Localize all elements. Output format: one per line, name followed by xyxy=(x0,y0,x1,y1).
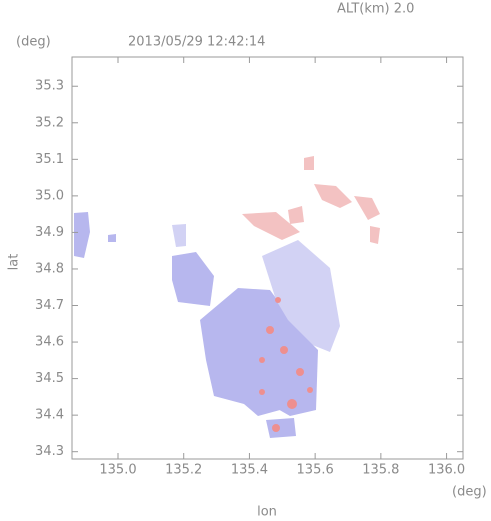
y-tick-label: 34.7 xyxy=(35,298,64,313)
y-tick-label: 34.8 xyxy=(35,261,64,276)
x-tick-label: 135.6 xyxy=(297,463,334,478)
x-axis-label: lon xyxy=(257,505,277,520)
altitude-label: ALT(km) 2.0 xyxy=(337,2,414,17)
y-tick-label: 35.1 xyxy=(35,152,64,167)
y-tick-label: 34.9 xyxy=(35,225,64,240)
x-tick-label: 135.8 xyxy=(362,463,399,478)
x-unit: (deg) xyxy=(452,485,487,500)
y-unit: (deg) xyxy=(16,35,51,50)
y-tick-label: 34.5 xyxy=(35,371,64,386)
x-tick-label: 135.0 xyxy=(99,463,136,478)
chart-title: 2013/05/29 12:42:14 xyxy=(128,35,265,50)
y-tick-label: 35.0 xyxy=(35,188,64,203)
y-tick-label: 35.2 xyxy=(35,115,64,130)
y-tick-label: 34.6 xyxy=(35,335,64,350)
x-tick-label: 135.2 xyxy=(165,463,202,478)
radar-echoes xyxy=(74,156,380,438)
y-tick-label: 34.4 xyxy=(35,408,64,423)
plot-frame xyxy=(71,56,464,460)
y-tick-label: 35.3 xyxy=(35,79,64,94)
x-tick-label: 135.4 xyxy=(231,463,268,478)
y-tick-label: 34.3 xyxy=(35,444,64,459)
y-axis-label: lat xyxy=(7,254,22,271)
x-tick-label: 136.0 xyxy=(428,463,465,478)
